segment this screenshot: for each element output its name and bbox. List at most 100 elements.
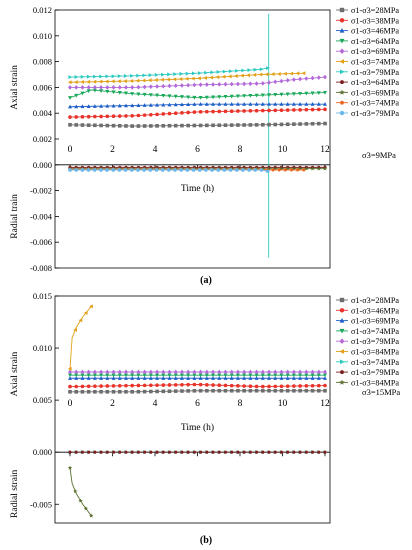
data-point [316,450,321,454]
data-point [310,107,315,112]
data-point [155,376,160,380]
data-point [173,373,178,378]
data-point [316,91,321,95]
data-point [180,389,184,393]
y-tick-label: 0.004 [33,108,53,118]
data-point [248,81,253,87]
data-point [298,91,303,96]
legend-marker [339,7,345,13]
series-axial-0 [68,388,327,394]
data-point [297,166,303,171]
data-point [186,389,190,393]
data-point [205,123,209,128]
data-point [229,376,234,380]
data-point [192,376,197,380]
data-point [173,168,177,172]
data-point [211,369,216,375]
data-point [198,373,203,378]
x-tick-label: 12 [320,399,330,409]
legend-marker [339,297,345,303]
data-point [192,95,197,100]
data-point [316,369,321,375]
data-point [111,389,116,394]
data-point [184,76,189,81]
data-point [185,168,190,172]
data-point [117,168,122,172]
data-point [254,450,259,454]
data-point [111,384,116,388]
data-point [279,92,284,97]
data-point [136,84,141,90]
data-point [173,383,178,387]
data-point [141,78,146,83]
data-point [179,95,184,99]
data-point [167,369,172,375]
data-point [161,124,166,128]
data-point [142,373,147,378]
data-point [74,93,79,98]
legend-marker [339,338,345,345]
data-point [67,366,72,371]
legend-entry: σ1-σ3=28MPa [351,6,399,15]
data-point [105,450,110,454]
data-point [86,79,91,84]
data-point [211,123,215,128]
data-point [217,383,222,388]
data-point [161,83,166,89]
data-point [279,384,284,389]
data-point [254,166,259,171]
y-tick-label: 0.015 [33,291,52,301]
data-point [117,369,122,375]
data-point [254,123,259,127]
data-point [74,85,79,90]
data-point [148,369,153,375]
data-point [68,123,72,127]
legend-entry: σ1-σ3=74MPa [351,327,399,336]
data-point [86,389,91,394]
data-point [124,85,128,90]
data-point [304,166,309,171]
data-point [254,369,259,375]
x-tick-label: 0 [68,145,73,155]
data-point [233,74,238,79]
data-point [283,71,287,76]
data-point [148,168,153,172]
data-point [298,122,302,126]
data-point [130,450,134,454]
data-point [260,369,265,375]
data-point [223,369,228,375]
data-point [222,69,227,74]
data-point [261,388,265,393]
data-point [123,73,128,78]
data-point [254,93,259,98]
data-point [173,83,178,89]
data-point [242,373,247,378]
data-point [229,166,234,171]
data-point [173,389,178,393]
data-point [68,75,73,80]
data-point [142,383,147,388]
data-point [267,102,271,106]
y-axis-label-radial: Radial strain [10,469,20,518]
data-point [273,79,278,85]
data-point [179,102,184,107]
data-point [273,384,278,389]
data-point [136,450,141,454]
data-point [323,450,327,454]
data-point [173,111,178,116]
data-point [279,376,284,380]
data-point [223,373,228,378]
data-point [267,108,271,113]
legend-marker [339,100,345,105]
data-point [167,389,172,394]
data-point [67,80,72,85]
data-point [167,376,172,380]
data-point [99,103,104,108]
data-point [186,376,191,380]
data-point [323,90,327,95]
data-point [154,72,159,77]
data-point [78,498,83,503]
data-point [211,376,216,380]
data-point [211,450,215,454]
data-point [80,369,85,375]
